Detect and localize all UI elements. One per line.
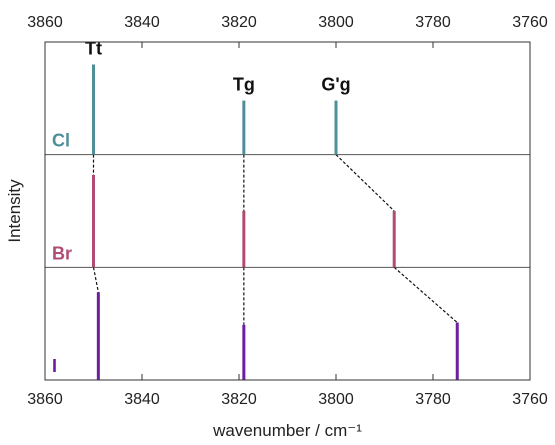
- correlation-line: [335, 154, 395, 212]
- panel-label-cl: Cl: [52, 131, 70, 151]
- x-tick-label-bottom: 3800: [318, 391, 354, 408]
- peak-label: Tg: [233, 75, 255, 95]
- peak-label: G'g: [321, 75, 350, 95]
- peaks-layer: Tt Tg G'g: [85, 39, 459, 380]
- peak-label: Tt: [85, 39, 102, 59]
- x-tick-label-top: 3860: [27, 14, 63, 31]
- x-tick-label-top: 3840: [124, 14, 160, 31]
- x-tick-label-top: 3780: [415, 14, 451, 31]
- x-tick-label-bottom: 3760: [512, 391, 548, 408]
- correlation-lines-layer: [92, 154, 458, 325]
- ticks-layer: 3860 3860 3840 3840 3820 3820 3800 3800 3780 3780…: [27, 14, 548, 408]
- x-tick-label-bottom: 3860: [27, 391, 63, 408]
- x-tick-label-bottom: 3780: [415, 391, 451, 408]
- y-axis-label: Intensity: [5, 179, 24, 243]
- plot-frame: [44, 41, 531, 381]
- x-tick-label-top: 3820: [221, 14, 257, 31]
- x-axis-label: wavenumber / cm⁻¹: [212, 421, 362, 440]
- correlation-line: [393, 266, 458, 323]
- panel-label-br: Br: [52, 243, 72, 263]
- panels-layer: Cl Br I: [45, 131, 530, 376]
- x-tick-label-top: 3800: [318, 14, 354, 31]
- x-tick-label-bottom: 3820: [221, 391, 257, 408]
- panel-label-i: I: [52, 356, 57, 376]
- x-tick-label-bottom: 3840: [124, 391, 160, 408]
- correlation-line: [92, 267, 99, 293]
- x-tick-label-top: 3760: [512, 14, 548, 31]
